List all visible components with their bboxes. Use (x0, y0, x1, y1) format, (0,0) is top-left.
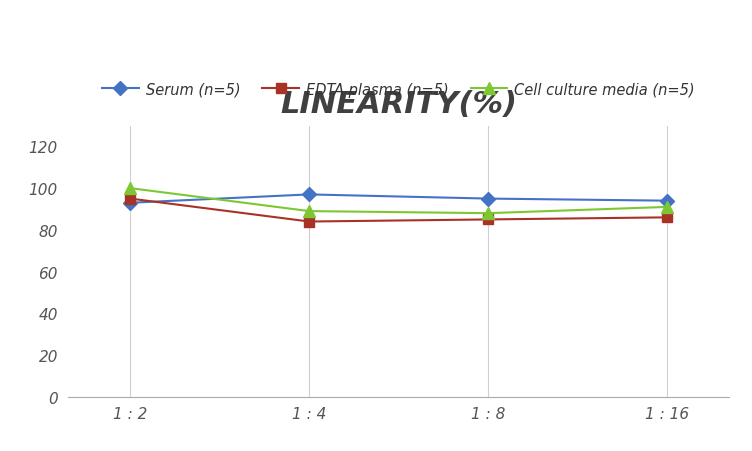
Serum (n=5) (484, 197, 493, 202)
EDTA plasma (n=5) (484, 217, 493, 223)
Line: EDTA plasma (n=5): EDTA plasma (n=5) (126, 194, 672, 227)
EDTA plasma (n=5) (126, 197, 135, 202)
Serum (n=5) (663, 198, 672, 204)
Cell culture media (n=5) (305, 209, 314, 214)
EDTA plasma (n=5) (305, 219, 314, 225)
Title: LINEARITY(%): LINEARITY(%) (280, 89, 517, 119)
Serum (n=5) (126, 201, 135, 206)
Line: Serum (n=5): Serum (n=5) (126, 190, 672, 208)
Line: Cell culture media (n=5): Cell culture media (n=5) (125, 183, 672, 219)
Cell culture media (n=5) (663, 205, 672, 210)
EDTA plasma (n=5) (663, 215, 672, 221)
Cell culture media (n=5) (484, 211, 493, 216)
Legend: Serum (n=5), EDTA plasma (n=5), Cell culture media (n=5): Serum (n=5), EDTA plasma (n=5), Cell cul… (96, 77, 701, 103)
Cell culture media (n=5) (126, 186, 135, 191)
Serum (n=5) (305, 192, 314, 198)
